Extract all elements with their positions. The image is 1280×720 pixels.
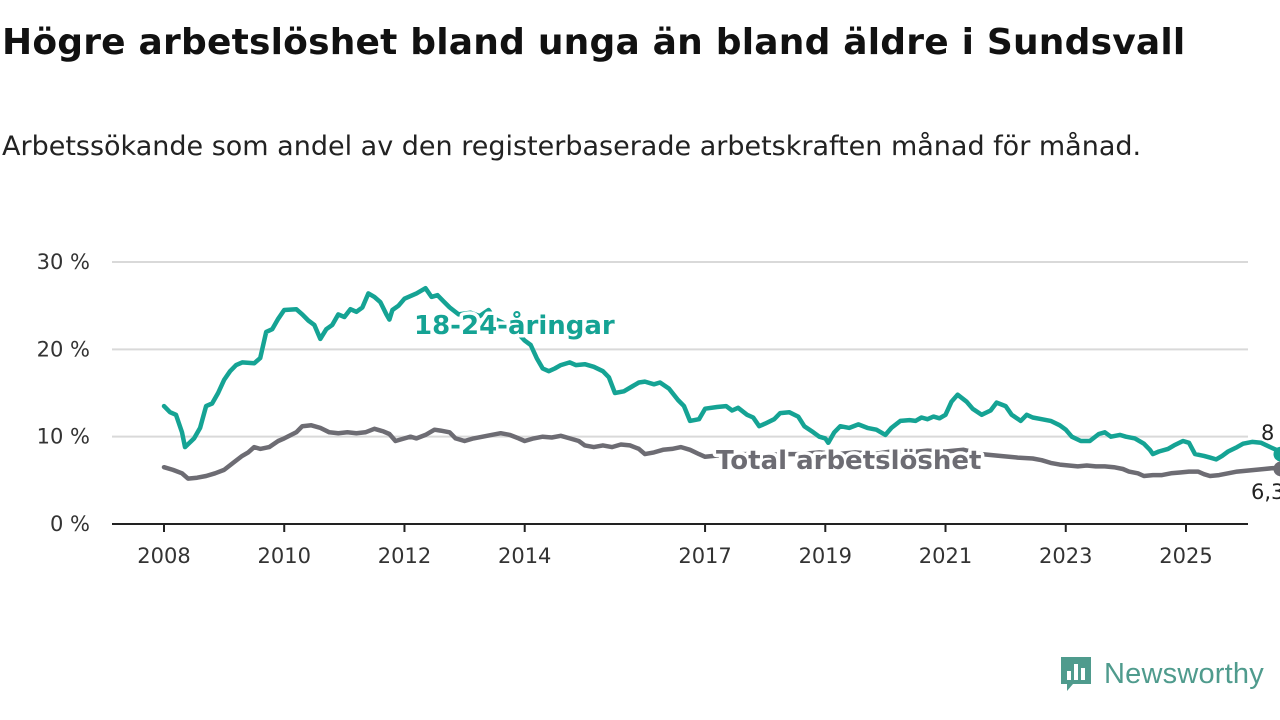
y-tick-label: 10 % bbox=[37, 425, 90, 449]
newsworthy-logo-text: Newsworthy bbox=[1104, 657, 1264, 690]
x-tick-label: 2025 bbox=[1159, 544, 1212, 568]
x-tick-label: 2008 bbox=[137, 544, 190, 568]
series-layer bbox=[161, 285, 1280, 481]
newsworthy-logo: Newsworthy bbox=[1058, 654, 1264, 694]
y-tick-label: 20 % bbox=[37, 337, 90, 361]
x-tick-label: 2021 bbox=[919, 544, 972, 568]
x-tick-label: 2023 bbox=[1039, 544, 1092, 568]
series-end-marker bbox=[1273, 461, 1280, 477]
series-line bbox=[161, 285, 1280, 462]
x-tick-label: 2012 bbox=[378, 544, 431, 568]
grid-layer bbox=[112, 261, 1248, 438]
series-name-label: Total arbetslöshet bbox=[716, 446, 981, 476]
x-tick-label: 2017 bbox=[678, 544, 731, 568]
chart-subtitle: Arbetssökande som andel av den registerb… bbox=[2, 131, 1142, 162]
chart-title: Högre arbetslöshet bland unga än bland ä… bbox=[2, 22, 1186, 63]
x-tick-label: 2014 bbox=[498, 544, 551, 568]
axis-layer: 0 % 10 % 20 % 30 % 2008 2010 2012 2014 2017 2019 2… bbox=[37, 250, 1248, 568]
series-end-label: 6,3 % bbox=[1251, 480, 1280, 504]
x-tick-label: 2010 bbox=[258, 544, 311, 568]
series-name-label: 18-24-åringar bbox=[414, 309, 615, 341]
series-end-label: 8 % bbox=[1261, 421, 1280, 445]
y-tick-label: 0 % bbox=[50, 512, 90, 536]
label-layer: 8 % 6,3 % 18-24-åringar Total arbetslöshet bbox=[411, 306, 1280, 504]
newsworthy-logo-icon bbox=[1061, 657, 1091, 691]
series-end-marker bbox=[1273, 446, 1280, 462]
x-tick-label: 2019 bbox=[799, 544, 852, 568]
y-tick-label: 30 % bbox=[37, 250, 90, 274]
series-line bbox=[161, 423, 1280, 481]
